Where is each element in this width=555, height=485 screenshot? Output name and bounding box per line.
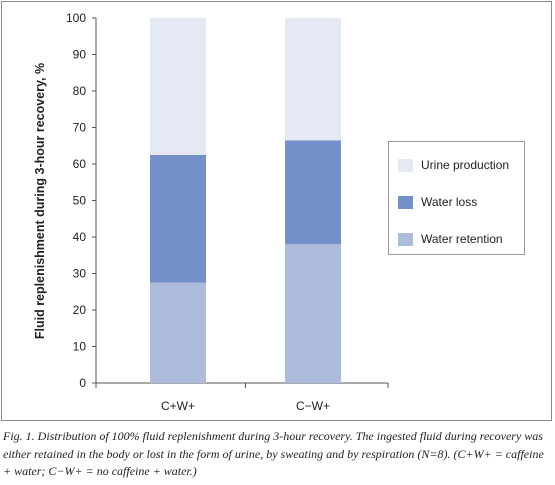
legend-label-water-loss: Water loss <box>421 195 478 209</box>
legend-label-water-retention: Water retention <box>421 232 503 246</box>
x-category-label: C−W+ <box>296 399 330 413</box>
bar-segment-water-loss <box>285 140 341 245</box>
legend-item-water-loss: Water loss <box>398 194 477 210</box>
y-tick-label: 20 <box>73 303 87 317</box>
y-tick-label: 10 <box>73 340 87 354</box>
bar-segment-water-loss <box>150 154 206 283</box>
chart-legend: Urine production Water loss Water retent… <box>388 141 525 255</box>
y-tick-label: 80 <box>73 84 87 98</box>
bar-segment-water-retention <box>150 282 206 383</box>
legend-item-urine-production: Urine production <box>398 157 509 173</box>
y-tick-label: 30 <box>73 267 87 281</box>
stacked-bar-chart: 0 10 20 30 40 50 60 70 80 90 100 C+W+ C−W+ Fluid rep… <box>33 11 389 413</box>
y-tick-label: 50 <box>73 194 87 208</box>
bar-segment-water-retention <box>285 244 341 383</box>
legend-swatch-water-retention <box>398 232 413 246</box>
figure-caption: Fig. 1. Distribution of 100% fluid reple… <box>3 429 544 478</box>
legend-label-urine-production: Urine production <box>421 158 510 172</box>
y-tick-label: 90 <box>73 48 87 62</box>
chart-axes: 0 10 20 30 40 50 60 70 80 90 100 C+W+ C−W+ <box>66 11 389 413</box>
chart-bars <box>150 18 341 383</box>
bar-segment-urine-production <box>285 18 341 141</box>
bar-segment-urine-production <box>150 18 206 155</box>
y-tick-label: 60 <box>73 157 87 171</box>
legend-item-water-retention: Water retention <box>398 231 503 247</box>
y-axis-label: Fluid replenishment during 3-hour recove… <box>33 63 47 339</box>
y-tick-label: 70 <box>73 121 87 135</box>
legend-swatch-urine-production <box>398 158 413 172</box>
y-tick-label: 0 <box>79 376 86 390</box>
y-tick-label: 40 <box>73 230 87 244</box>
x-category-label: C+W+ <box>161 399 195 413</box>
y-tick-label: 100 <box>66 11 86 25</box>
legend-swatch-water-loss <box>398 195 413 209</box>
